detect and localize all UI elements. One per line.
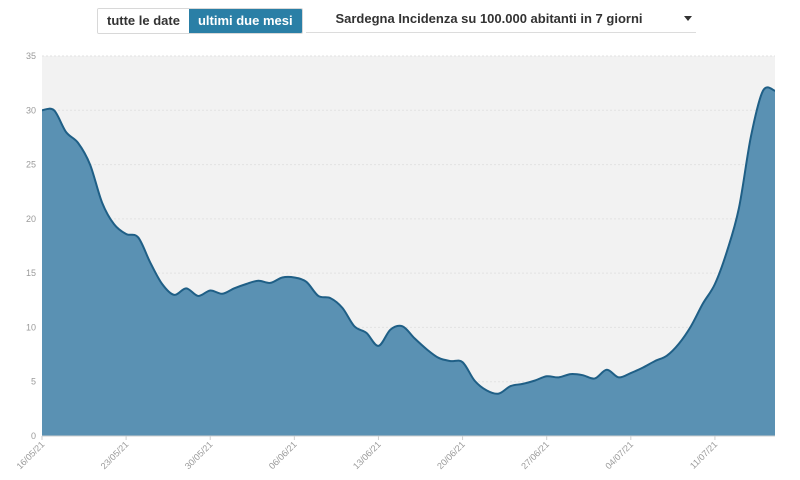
y-tick-label: 20 <box>26 214 36 224</box>
date-range-toggle: tutte le date ultimi due mesi <box>97 8 303 34</box>
caret-down-icon <box>684 16 692 21</box>
incidence-area <box>42 87 775 436</box>
x-tick-label: 13/06/21 <box>351 439 383 471</box>
x-tick-label: 06/06/21 <box>267 439 299 471</box>
y-tick-label: 30 <box>26 105 36 115</box>
x-tick-label: 11/07/21 <box>688 439 719 470</box>
toolbar: tutte le date ultimi due mesi Sardegna I… <box>0 8 800 34</box>
x-tick-label: 30/05/21 <box>183 439 215 471</box>
y-tick-label: 35 <box>26 51 36 61</box>
x-tick-label: 04/07/21 <box>603 439 635 471</box>
incidence-line <box>41 86 776 395</box>
x-tick-label: 16/05/21 <box>15 439 47 471</box>
y-axis-ticks: 0 5 10 15 20 25 30 35 <box>26 51 36 441</box>
metric-select[interactable]: Sardegna Incidenza su 100.000 abitanti i… <box>306 8 696 33</box>
metric-select-value: Sardegna Incidenza su 100.000 abitanti i… <box>335 11 643 26</box>
x-tick-label: 27/06/21 <box>519 439 551 471</box>
x-tick-label: 20/06/21 <box>435 439 467 471</box>
x-tick-label: 23/05/21 <box>99 439 131 471</box>
last-two-months-button[interactable]: ultimi due mesi <box>188 9 302 33</box>
y-tick-label: 10 <box>26 322 36 332</box>
y-tick-label: 5 <box>31 377 36 387</box>
y-tick-label: 15 <box>26 268 36 278</box>
y-tick-label: 0 <box>31 431 36 441</box>
y-tick-label: 25 <box>26 160 36 170</box>
all-dates-button[interactable]: tutte le date <box>98 9 189 33</box>
x-axis-ticks: 16/05/21 23/05/21 30/05/21 06/06/21 13/06/21… <box>15 436 719 471</box>
